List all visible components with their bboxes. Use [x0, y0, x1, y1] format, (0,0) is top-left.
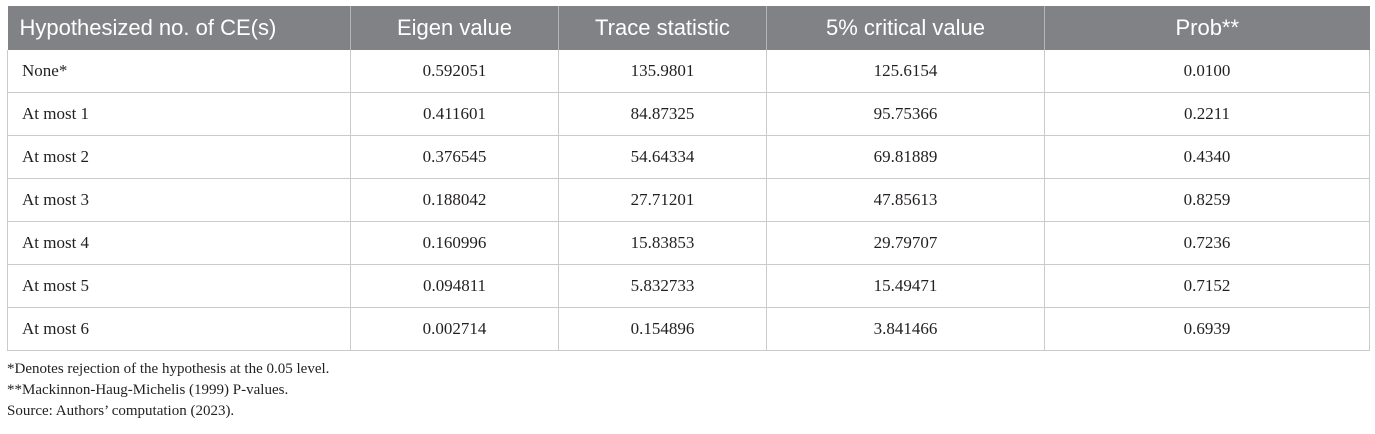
eigen-value-cell: 0.411601: [350, 92, 559, 136]
table-header-row: Hypothesized no. of CE(s) Eigen value Tr…: [7, 6, 1370, 50]
prob-cell: 0.6939: [1044, 307, 1370, 351]
table-row: At most 3 0.188042 27.71201 47.85613 0.8…: [7, 178, 1370, 222]
table-row: At most 1 0.411601 84.87325 95.75366 0.2…: [7, 92, 1370, 136]
column-header-trace-statistic: Trace statistic: [558, 6, 767, 50]
column-header-critical-value: 5% critical value: [766, 6, 1045, 50]
critical-value-cell: 125.6154: [766, 50, 1045, 93]
eigen-value-cell: 0.188042: [350, 178, 559, 222]
hypothesis-cell: At most 1: [7, 92, 351, 136]
hypothesis-cell: At most 6: [7, 307, 351, 351]
hypothesis-cell: At most 2: [7, 135, 351, 179]
trace-statistic-cell: 15.83853: [558, 221, 767, 265]
eigen-value-cell: 0.002714: [350, 307, 559, 351]
hypothesis-cell: At most 3: [7, 178, 351, 222]
trace-statistic-cell: 135.9801: [558, 50, 767, 93]
cointegration-trace-table: Hypothesized no. of CE(s) Eigen value Tr…: [7, 6, 1370, 351]
eigen-value-cell: 0.376545: [350, 135, 559, 179]
critical-value-cell: 95.75366: [766, 92, 1045, 136]
prob-cell: 0.0100: [1044, 50, 1370, 93]
column-header-eigen-value: Eigen value: [350, 6, 559, 50]
prob-cell: 0.7236: [1044, 221, 1370, 265]
prob-cell: 0.2211: [1044, 92, 1370, 136]
footnote-source: Source: Authors’ computation (2023).: [7, 403, 235, 419]
table-row: At most 6 0.002714 0.154896 3.841466 0.6…: [7, 307, 1370, 351]
eigen-value-cell: 0.160996: [350, 221, 559, 265]
footnote-p-values: **Mackinnon-Haug-Michelis (1999) P-value…: [7, 382, 289, 398]
hypothesis-cell: At most 4: [7, 221, 351, 265]
critical-value-cell: 15.49471: [766, 264, 1045, 308]
table-row: None* 0.592051 135.9801 125.6154 0.0100: [7, 50, 1370, 93]
table-row: At most 2 0.376545 54.64334 69.81889 0.4…: [7, 135, 1370, 179]
column-header-hypothesized: Hypothesized no. of CE(s): [7, 6, 351, 50]
hypothesis-cell: None*: [7, 50, 351, 93]
critical-value-cell: 3.841466: [766, 307, 1045, 351]
critical-value-cell: 69.81889: [766, 135, 1045, 179]
prob-cell: 0.8259: [1044, 178, 1370, 222]
footnote-rejection: *Denotes rejection of the hypothesis at …: [7, 361, 330, 377]
prob-cell: 0.4340: [1044, 135, 1370, 179]
critical-value-cell: 47.85613: [766, 178, 1045, 222]
trace-statistic-cell: 5.832733: [558, 264, 767, 308]
table-row: At most 4 0.160996 15.83853 29.79707 0.7…: [7, 221, 1370, 265]
trace-statistic-cell: 27.71201: [558, 178, 767, 222]
table-row: At most 5 0.094811 5.832733 15.49471 0.7…: [7, 264, 1370, 308]
critical-value-cell: 29.79707: [766, 221, 1045, 265]
hypothesis-cell: At most 5: [7, 264, 351, 308]
trace-statistic-cell: 54.64334: [558, 135, 767, 179]
eigen-value-cell: 0.592051: [350, 50, 559, 93]
eigen-value-cell: 0.094811: [350, 264, 559, 308]
trace-statistic-cell: 84.87325: [558, 92, 767, 136]
table-footnotes: *Denotes rejection of the hypothesis at …: [7, 359, 329, 422]
trace-statistic-cell: 0.154896: [558, 307, 767, 351]
column-header-prob: Prob**: [1044, 6, 1370, 50]
prob-cell: 0.7152: [1044, 264, 1370, 308]
